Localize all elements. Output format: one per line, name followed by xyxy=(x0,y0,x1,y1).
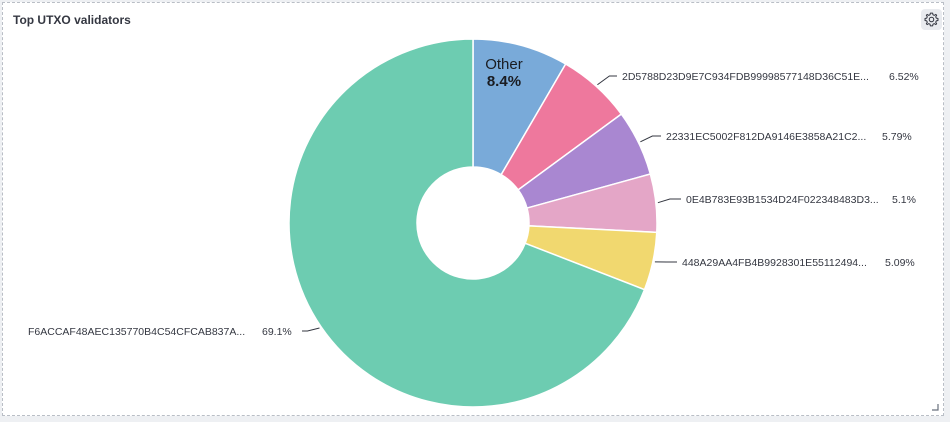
panel-options-button[interactable] xyxy=(921,9,942,30)
gear-icon xyxy=(924,12,939,27)
slice-label: 0E4B783E93B1534D24F022348483D3... xyxy=(686,194,879,206)
leader-line xyxy=(640,135,661,143)
slice-label: 22331EC5002F812DA9146E3858A21C2... xyxy=(666,131,866,143)
leader-line xyxy=(302,327,320,332)
slice-label: Other xyxy=(485,56,523,73)
slice-label: 448A29AA4FB4B9928301E55112494... xyxy=(682,257,867,269)
panel-title: Top UTXO validators xyxy=(13,13,131,27)
slice-value-label: 5.09% xyxy=(885,257,915,269)
slice-value-label: 69.1% xyxy=(262,326,292,338)
leader-line xyxy=(597,75,617,86)
slice-value-label: 6.52% xyxy=(889,71,919,83)
leader-line xyxy=(657,198,681,204)
slice-value-label: 5.1% xyxy=(892,194,916,206)
slice-value-label: 8.4% xyxy=(487,73,521,90)
slice-value-label: 5.79% xyxy=(882,131,912,143)
pie-slice[interactable] xyxy=(288,38,646,408)
slice-label: 2D5788D23D9E7C934FDB99998577148D36C51E..… xyxy=(622,71,869,83)
slice-label: F6ACCAF48AEC135770B4C54CFCAB837A... xyxy=(28,326,245,338)
resize-handle-icon[interactable] xyxy=(931,403,939,411)
